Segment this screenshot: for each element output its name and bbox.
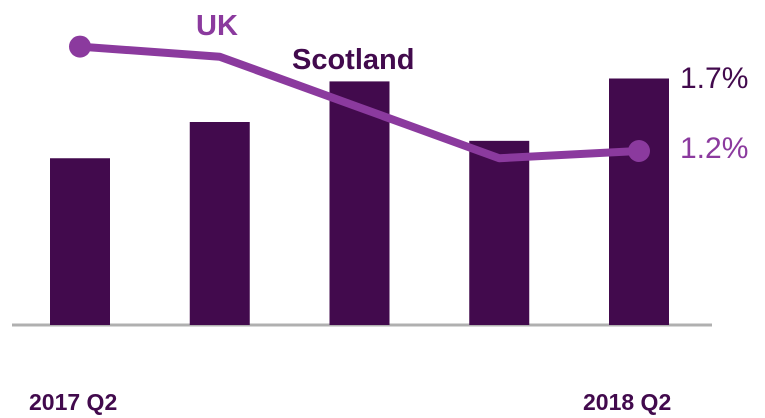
scotland-bar xyxy=(50,158,110,325)
scotland-bar xyxy=(609,78,669,325)
scotland-bar xyxy=(189,122,250,325)
uk-point xyxy=(69,35,91,58)
uk-series-label: UK xyxy=(196,10,238,42)
scotland-bars xyxy=(50,78,669,326)
x-tick-label-last: 2018 Q2 xyxy=(583,389,671,415)
uk-last-value-label: 1.2% xyxy=(680,132,748,165)
uk-points xyxy=(69,35,650,162)
scotland-bar xyxy=(469,140,530,325)
uk-line xyxy=(76,42,643,163)
scotland-bar xyxy=(329,81,390,326)
uk-point xyxy=(628,140,650,162)
scotland-series-label: Scotland xyxy=(292,44,414,76)
x-tick-label-first: 2017 Q2 xyxy=(29,389,117,415)
scotland-last-value-label: 1.7% xyxy=(680,62,748,95)
